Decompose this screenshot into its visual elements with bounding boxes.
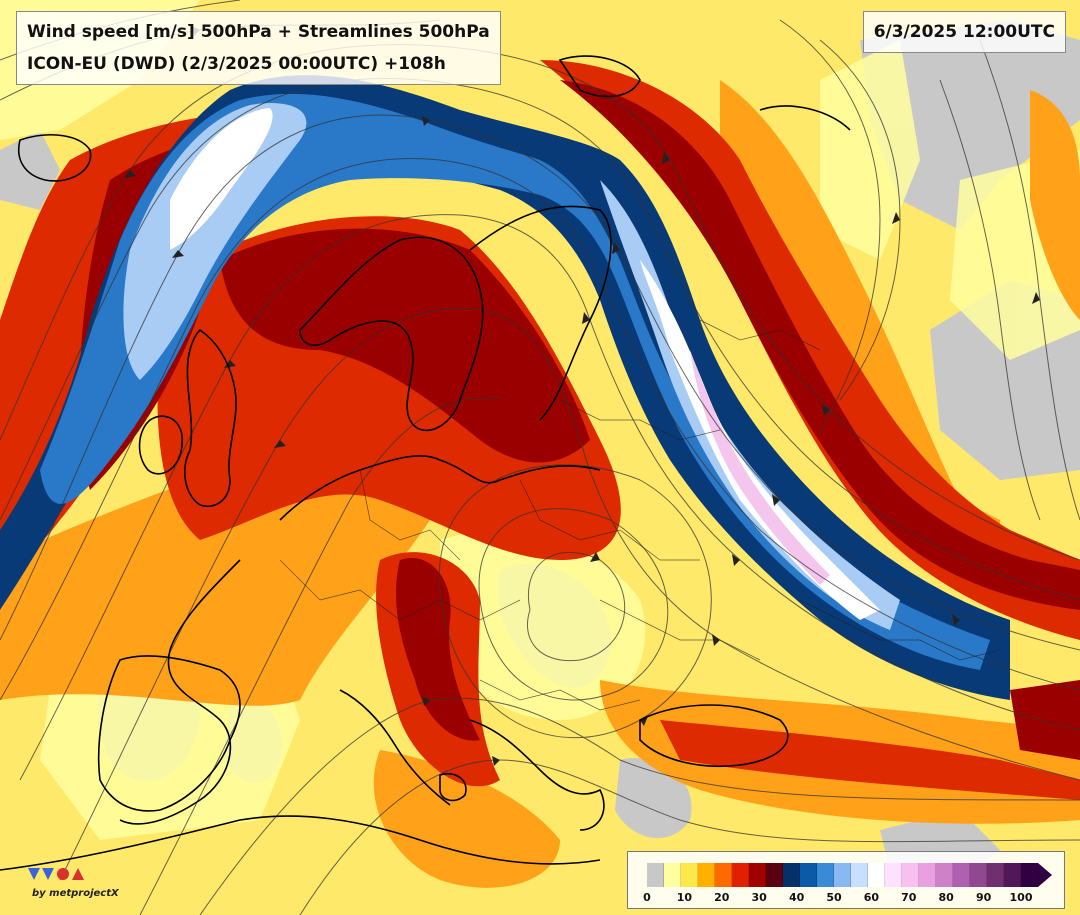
- legend-tick-label: 10: [676, 891, 693, 904]
- valid-time: 6/3/2025 12:00UTC: [873, 22, 1055, 42]
- legend-tick-label: 20: [714, 891, 730, 904]
- legend-swatch: [647, 863, 664, 887]
- coastlines: [0, 55, 851, 871]
- legend-swatch: [970, 863, 987, 887]
- legend-tick-label: 70: [901, 891, 917, 904]
- legend-swatch: [902, 863, 919, 887]
- legend-swatch: [1004, 863, 1021, 887]
- legend-swatch: [749, 863, 766, 887]
- country-borders: [279, 319, 1001, 711]
- legend-swatch: [664, 863, 681, 887]
- valid-time-box: 6/3/2025 12:00UTC: [862, 11, 1066, 53]
- legend-swatch: [715, 863, 732, 887]
- legend-swatch: [953, 863, 970, 887]
- legend-swatch: [868, 863, 885, 887]
- legend-swatch: [1021, 863, 1038, 887]
- color-legend: 0 10 20 30 40 50 60 70 80 90 100: [627, 851, 1065, 909]
- streamline-arrows: [124, 26, 1040, 766]
- legend-swatch: [817, 863, 834, 887]
- legend-tick-label: 50: [826, 891, 842, 904]
- legend-swatch: [732, 863, 749, 887]
- metprojectx-logo-icon: [28, 868, 84, 880]
- legend-tick-label: 60: [863, 891, 880, 904]
- jet-stream-lightblue: [123, 103, 900, 630]
- legend-swatch: [800, 863, 817, 887]
- legend-tick-label: 30: [751, 891, 767, 904]
- map-title-box: Wind speed [m/s] 500hPa + Streamlines 50…: [16, 11, 501, 85]
- legend-tick-label: 100: [1009, 891, 1033, 904]
- legend-swatch: [698, 863, 715, 887]
- legend-swatch: [919, 863, 936, 887]
- legend-arrow-tip: [1038, 863, 1052, 887]
- jet-stream-navy: [0, 75, 1010, 700]
- legend-tick-label: 40: [788, 891, 805, 904]
- legend-swatch: [987, 863, 1004, 887]
- legend-swatch: [834, 863, 851, 887]
- map-title-variable: Wind speed [m/s] 500hPa + Streamlines 50…: [27, 22, 490, 42]
- map-title-model-run: ICON-EU (DWD) (2/3/2025 00:00UTC) +108h: [27, 54, 446, 74]
- metprojectx-logo: by metprojectX: [10, 862, 130, 904]
- legend-swatch: [936, 863, 953, 887]
- legend-swatch: [766, 863, 783, 887]
- jet-stream-core: [170, 108, 880, 620]
- legend-swatch: [885, 863, 902, 887]
- legend-tick-label: 80: [938, 891, 954, 904]
- legend-tick-label: 90: [975, 891, 992, 904]
- jet-stream-blue: [40, 93, 990, 670]
- legend-swatch: [681, 863, 698, 887]
- legend-tick-label: 0: [643, 891, 651, 904]
- legend-swatch: [783, 863, 800, 887]
- legend-swatch: [851, 863, 868, 887]
- logo-brand-text: by metprojectX: [32, 888, 119, 899]
